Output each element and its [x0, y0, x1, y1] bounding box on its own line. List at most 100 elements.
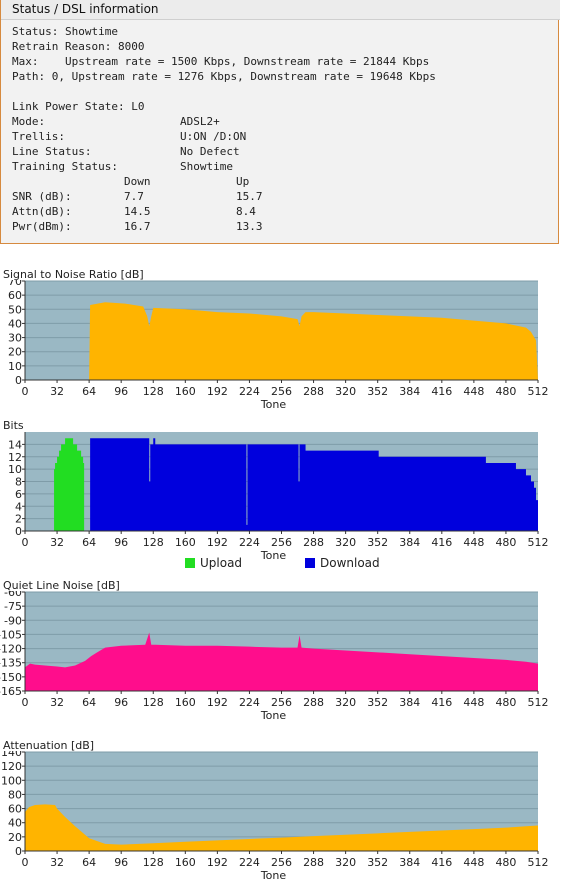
x-tick-label: 512	[528, 696, 549, 709]
x-tick-label: 64	[82, 385, 96, 398]
x-tick-label: 320	[335, 856, 356, 869]
x-tick-label: 128	[143, 856, 164, 869]
mode-label: Mode:	[12, 115, 46, 128]
x-axis-label: Tone	[260, 709, 287, 722]
attn-up: 8.4	[236, 205, 256, 218]
x-tick-label: 384	[399, 385, 420, 398]
x-tick-label: 64	[82, 856, 96, 869]
x-tick-label: 416	[431, 856, 452, 869]
attn-label: Attn(dB):	[12, 205, 72, 218]
y-tick-label: 120	[1, 760, 22, 773]
x-tick-label: 512	[528, 536, 549, 549]
x-tick-label: 352	[367, 385, 388, 398]
x-tick-label: 288	[303, 856, 324, 869]
path-rate: Path: 0, Upstream rate = 1276 Kbps, Down…	[12, 70, 436, 83]
series-upload	[54, 438, 85, 531]
y-tick-label: -105	[0, 628, 22, 641]
y-tick-label: -90	[4, 614, 22, 627]
x-tick-label: 352	[367, 536, 388, 549]
trellis-label: Trellis:	[12, 130, 65, 143]
y-tick-label: -165	[0, 685, 22, 698]
dsl-info-panel: Status / DSL information Status: Showtim…	[0, 0, 560, 244]
training-status-label: Training Status:	[12, 160, 118, 173]
y-tick-label: 0	[15, 525, 22, 538]
y-tick-label: 70	[8, 280, 22, 288]
y-tick-label: 12	[8, 451, 22, 464]
link-power-state: Link Power State: L0	[12, 100, 145, 113]
x-tick-label: 0	[22, 385, 29, 398]
x-tick-label: 192	[207, 696, 228, 709]
y-tick-label: 20	[8, 346, 22, 359]
y-tick-label: 30	[8, 332, 22, 345]
y-tick-label: -75	[4, 600, 22, 613]
x-tick-label: 288	[303, 536, 324, 549]
x-tick-label: 0	[22, 856, 29, 869]
y-tick-label: 60	[8, 803, 22, 816]
x-tick-label: 224	[239, 856, 260, 869]
x-tick-label: 0	[22, 536, 29, 549]
series-area	[25, 632, 538, 691]
y-tick-label: 0	[15, 845, 22, 858]
legend-download: Download	[320, 556, 380, 570]
x-tick-label: 416	[431, 385, 452, 398]
x-tick-label: 96	[114, 536, 128, 549]
mode-value: ADSL2+	[180, 115, 220, 128]
x-tick-label: 320	[335, 536, 356, 549]
x-tick-label: 448	[463, 385, 484, 398]
x-tick-label: 32	[50, 696, 64, 709]
y-tick-label: 10	[8, 360, 22, 373]
y-tick-label: -150	[0, 671, 22, 684]
bits-chart-title: Bits	[3, 419, 24, 432]
y-tick-label: 0	[15, 374, 22, 387]
x-tick-label: 224	[239, 696, 260, 709]
max-rate: Max: Upstream rate = 1500 Kbps, Downstre…	[12, 55, 430, 68]
snr-down: 7.7	[124, 190, 144, 203]
x-tick-label: 512	[528, 385, 549, 398]
x-tick-label: 320	[335, 696, 356, 709]
y-tick-label: 2	[15, 513, 22, 526]
y-tick-label: 6	[15, 488, 22, 501]
x-tick-label: 448	[463, 856, 484, 869]
y-tick-label: 20	[8, 831, 22, 844]
y-tick-label: -120	[0, 643, 22, 656]
x-axis-label: Tone	[260, 869, 287, 882]
y-tick-label: 40	[8, 817, 22, 830]
x-tick-label: 64	[82, 696, 96, 709]
series-area	[25, 804, 538, 851]
x-tick-label: 416	[431, 696, 452, 709]
attn-down: 14.5	[124, 205, 151, 218]
x-tick-label: 352	[367, 856, 388, 869]
x-tick-label: 288	[303, 696, 324, 709]
upload-swatch	[185, 558, 195, 568]
pwr-label: Pwr(dBm):	[12, 220, 72, 233]
x-tick-label: 480	[495, 385, 516, 398]
table-header-up: Up	[236, 175, 250, 188]
x-tick-label: 256	[271, 696, 292, 709]
x-tick-label: 0	[22, 696, 29, 709]
x-tick-label: 384	[399, 536, 420, 549]
x-tick-label: 160	[175, 385, 196, 398]
table-header-down: Down	[124, 175, 151, 188]
x-tick-label: 320	[335, 385, 356, 398]
x-tick-label: 256	[271, 856, 292, 869]
x-tick-label: 128	[143, 536, 164, 549]
series-area	[89, 302, 538, 380]
x-tick-label: 192	[207, 536, 228, 549]
x-tick-label: 160	[175, 696, 196, 709]
qln-chart: -165-150-135-120 -105-90-75-60 0 32 64 96 128 1…	[0, 591, 549, 722]
x-tick-label: 480	[495, 696, 516, 709]
y-tick-label: -60	[4, 591, 22, 599]
x-axis-label: Tone	[260, 398, 287, 411]
line-status-label: Line Status:	[12, 145, 92, 158]
series-download	[89, 438, 538, 531]
x-tick-label: 32	[50, 856, 64, 869]
x-tick-label: 160	[175, 856, 196, 869]
x-tick-label: 96	[114, 856, 128, 869]
y-tick-label: 80	[8, 788, 22, 801]
x-tick-label: 480	[495, 536, 516, 549]
x-tick-label: 96	[114, 385, 128, 398]
x-tick-label: 256	[271, 536, 292, 549]
x-tick-label: 384	[399, 856, 420, 869]
y-tick-label: 4	[15, 500, 22, 513]
